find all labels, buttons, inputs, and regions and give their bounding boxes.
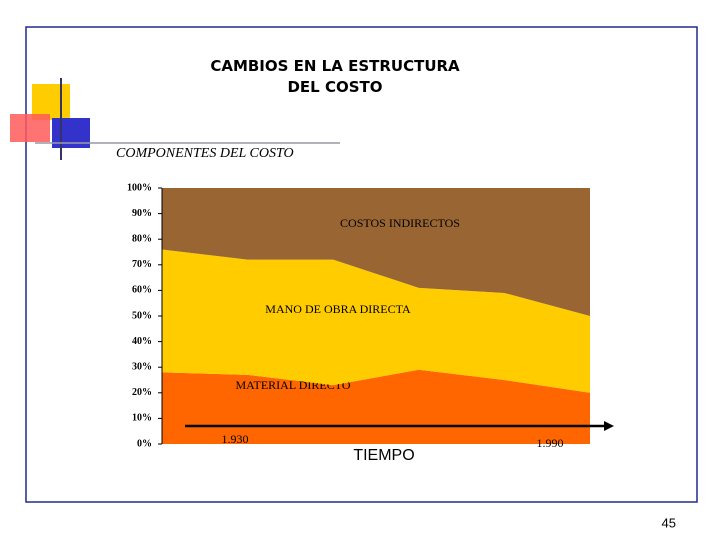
y-tick-label: 10% bbox=[132, 413, 152, 424]
area bbox=[162, 188, 590, 316]
y-tick-label: 60% bbox=[132, 285, 152, 296]
series-label: COSTOS INDIRECTOS bbox=[340, 216, 460, 230]
area bbox=[162, 249, 590, 393]
y-tick-label: 70% bbox=[132, 259, 152, 270]
y-tick-label: 90% bbox=[132, 208, 152, 219]
y-tick-label: 50% bbox=[132, 310, 152, 321]
y-tick-label: 100% bbox=[127, 182, 152, 193]
x-tick-label: 1.990 bbox=[537, 436, 564, 450]
slide-title: CAMBIOS EN LA ESTRUCTURA DEL COSTO bbox=[210, 57, 460, 96]
y-tick-label: 80% bbox=[132, 233, 152, 244]
x-tick-label: 1.930 bbox=[222, 432, 249, 446]
y-tick-label: 0% bbox=[137, 438, 152, 449]
y-tick-label: 20% bbox=[132, 387, 152, 398]
x-axis-label: TIEMPO bbox=[353, 447, 414, 464]
y-tick-label: 40% bbox=[132, 336, 152, 347]
page-number: 45 bbox=[662, 515, 676, 530]
series-label: MANO DE OBRA DIRECTA bbox=[265, 302, 411, 316]
y-tick-label: 30% bbox=[132, 361, 152, 372]
decor-square bbox=[10, 114, 50, 142]
slide-border bbox=[25, 26, 698, 503]
arrow-head bbox=[604, 421, 614, 431]
subtitle: COMPONENTES DEL COSTO bbox=[116, 146, 294, 161]
